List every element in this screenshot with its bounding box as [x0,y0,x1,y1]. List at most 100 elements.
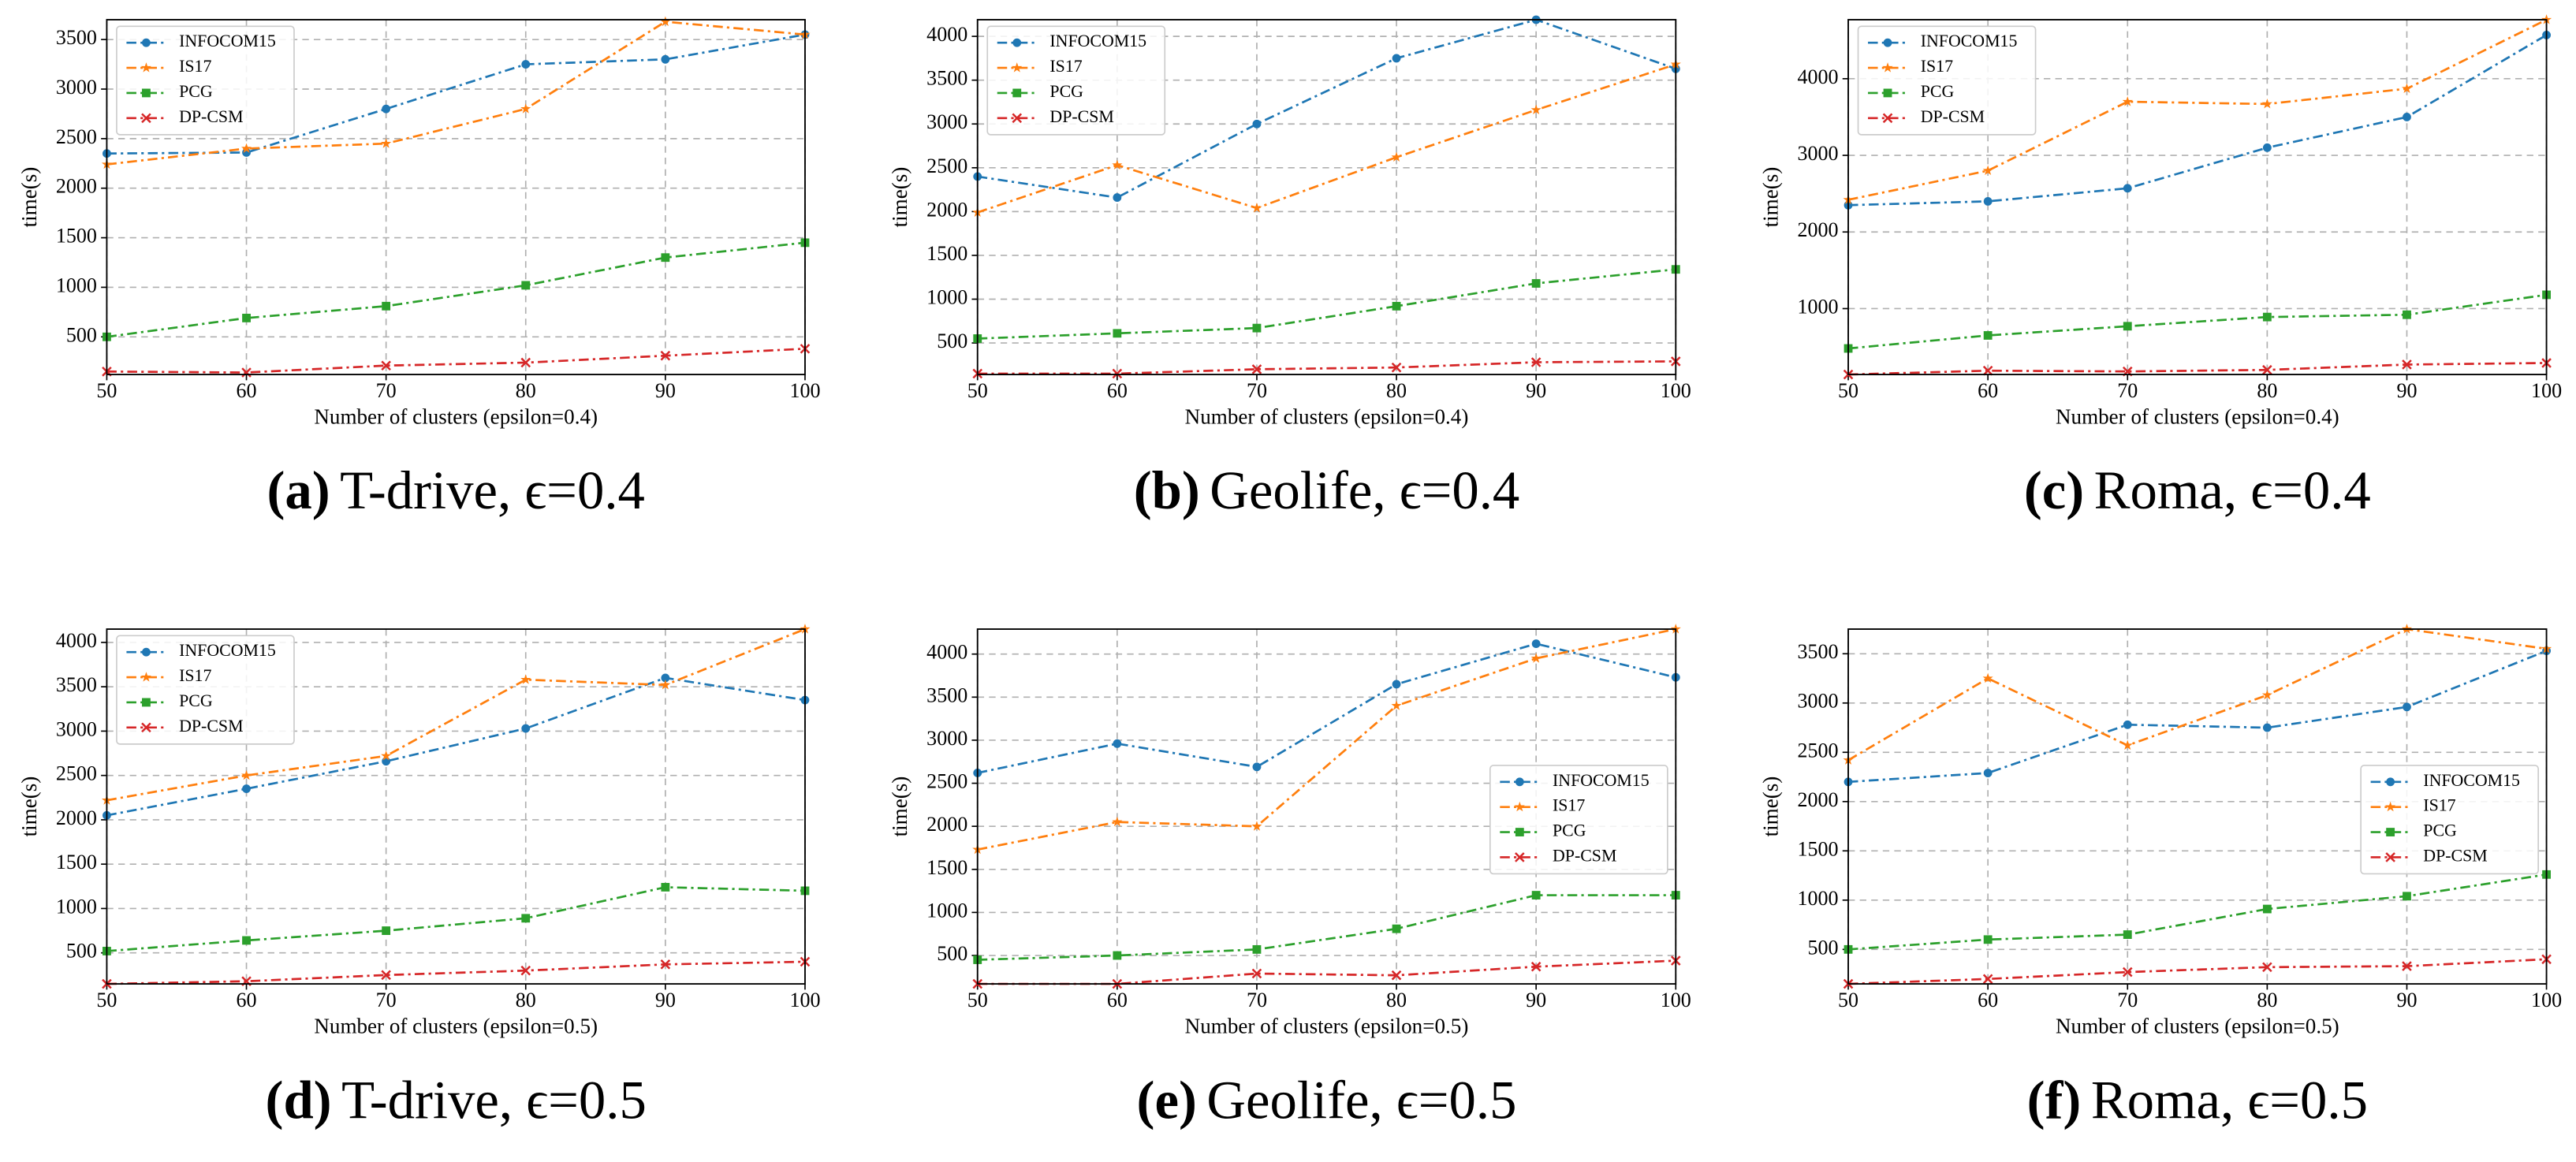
plot-frame [106,19,806,375]
marker [1391,151,1402,162]
marker [242,936,251,945]
marker [242,313,251,322]
x-tick-label: 70 [376,379,397,402]
marker [2123,322,2132,331]
y-tick-label: 1000 [926,899,967,922]
y-tick-label: 3000 [1797,690,1838,713]
series-line [1847,873,2547,951]
y-tick-label: 500 [937,330,967,352]
caption-text: T-drive, ϵ=0.5 [341,1070,647,1130]
chart: 50 60 70 80 90 100 1000 2000 3000 4000 Number of c… [1758,14,2562,520]
caption: (c) Roma, ϵ=0.4 [2024,460,2371,520]
y-tick-label: 4000 [56,629,97,652]
marker [521,281,531,290]
marker [2261,689,2272,700]
legend-label: INFOCOM15 [1049,32,1146,50]
y-tick-label: 3000 [56,717,97,740]
y-tick-label: 1000 [1797,887,1838,910]
x-tick-label: 90 [1526,379,1546,402]
marker [660,959,671,970]
x-tick-label: 50 [1838,989,1858,1011]
legend-marker [1012,88,1022,98]
legend-marker [1882,62,1893,73]
y-tick-label: 1000 [1797,295,1838,318]
marker [240,143,252,154]
chart: 50 60 70 80 90 100 500 1000 1500 2000 2500 3000 3500… [17,16,820,520]
y-tick-label: 1500 [926,242,967,265]
y-tick-label: 4000 [1797,65,1838,88]
series-line [977,268,1676,340]
series-line [1848,362,2547,376]
marker [2123,720,2132,729]
x-tick-label: 80 [1386,989,1407,1011]
marker [2402,961,2412,971]
series-line [106,960,805,985]
legend-label: PCG [1921,82,1955,101]
marker [521,60,531,69]
series-line [977,360,1676,375]
legend-box [2360,765,2539,875]
x-tick-label: 80 [2257,379,2277,402]
marker [1112,159,1123,170]
legend-box [1857,25,2037,136]
legend-marker [140,672,151,682]
legend-marker [1012,113,1023,124]
x-tick-label: 80 [2257,989,2277,1011]
series-line [106,886,805,952]
legend-label: DP-CSM [179,717,243,736]
x-axis-label: Number of clusters (epsilon=0.4) [2056,405,2339,429]
series-line [1848,958,2547,985]
x-tick-label: 70 [2117,989,2138,1011]
y-tick-label: 3500 [56,673,97,696]
chart: 50 60 70 80 90 100 500 1000 1500 2000 2500 3000 3500… [888,624,1691,1130]
legend-label: DP-CSM [179,107,243,126]
legend-label: PCG [2423,821,2457,840]
legend-label: INFOCOM15 [179,641,276,660]
marker [381,360,391,371]
marker [1252,119,1262,128]
y-tick-label: 3000 [926,727,967,750]
marker [1251,364,1262,374]
plot-frame [106,628,806,985]
y-tick-label: 2000 [926,813,967,836]
marker [661,253,670,263]
caption: (a) T-drive, ϵ=0.4 [267,460,644,520]
series-line [106,628,806,802]
marker [1531,639,1541,649]
marker [2262,312,2272,322]
y-tick-label: 2500 [56,762,97,785]
series-line [977,18,1676,199]
series-line [1848,34,2548,207]
y-tick-label: 1000 [56,895,97,918]
chart: 50 60 70 80 90 100 500 1000 1500 2000 2500 3000 3500… [1758,624,2562,1130]
legend-label: PCG [179,691,213,710]
marker [1531,279,1541,288]
x-tick-label: 90 [2396,989,2417,1011]
x-tick-label: 100 [789,379,820,402]
legend-marker [141,113,151,124]
caption-text: Roma, ϵ=0.4 [2094,460,2371,520]
x-axis-label: Number of clusters (epsilon=0.4) [314,405,598,429]
x-tick-label: 70 [376,989,397,1011]
caption-text: Geolife, ϵ=0.4 [1210,460,1519,520]
legend-marker [2386,777,2395,787]
legend-marker [1012,38,1022,47]
marker [381,750,392,761]
x-tick-label: 60 [1107,379,1128,402]
y-axis-label: time(s) [888,777,911,837]
caption-text: T-drive, ϵ=0.4 [340,460,645,520]
x-tick-label: 90 [1526,989,1546,1011]
marker [1113,951,1122,960]
marker [1530,104,1541,115]
y-tick-label: 2500 [926,770,967,793]
y-tick-label: 1500 [1797,837,1838,860]
legend-marker [141,722,151,733]
marker [1983,769,1993,777]
plot-frame [976,628,1677,985]
marker [2262,904,2272,914]
x-tick-label: 90 [655,989,676,1011]
marker [2403,113,2411,121]
marker [2122,966,2133,978]
x-tick-label: 50 [1838,379,1858,402]
